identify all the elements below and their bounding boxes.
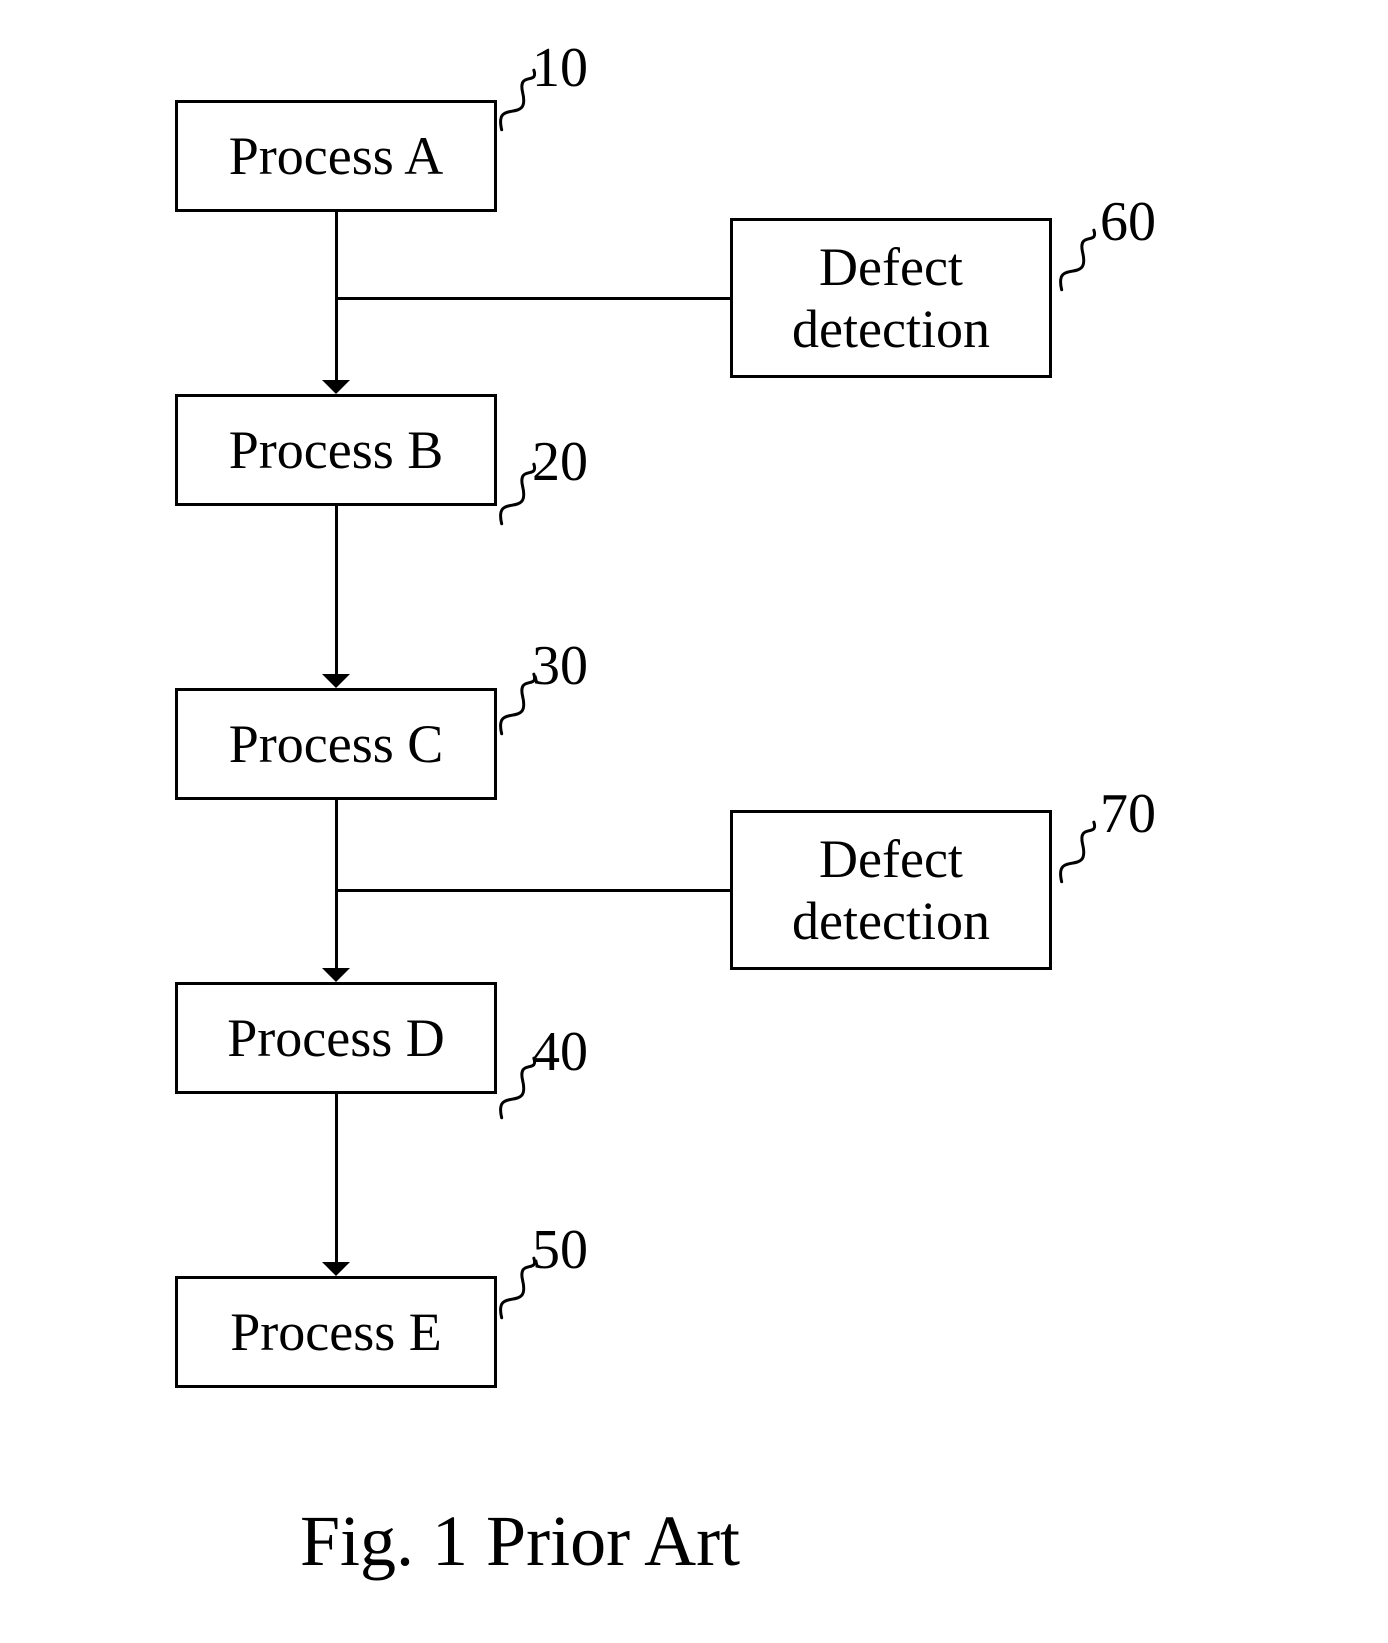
figure-caption: Fig. 1 Prior Art <box>300 1500 740 1583</box>
arrow-head-icon <box>322 968 350 982</box>
arrow-process_d-to-process_e <box>335 1094 338 1262</box>
arrow-head-icon <box>322 380 350 394</box>
node-label: Process A <box>229 125 444 187</box>
node-process-c: Process C <box>175 688 497 800</box>
branch-to-defect_60 <box>336 297 730 300</box>
flowchart-diagram: Process A Process B Process C Process D Proc… <box>0 0 1388 1643</box>
node-defect-70: Defect detection <box>730 810 1052 970</box>
arrow-head-icon <box>322 674 350 688</box>
node-label: Process D <box>227 1007 444 1069</box>
branch-to-defect_70 <box>336 889 730 892</box>
node-process-e: Process E <box>175 1276 497 1388</box>
arrow-head-icon <box>322 1262 350 1276</box>
arrow-process_b-to-process_c <box>335 506 338 674</box>
node-process-a: Process A <box>175 100 497 212</box>
node-label: Defect detection <box>792 828 990 952</box>
arrow-process_c-to-process_d <box>335 800 338 968</box>
node-process-d: Process D <box>175 982 497 1094</box>
node-label: Process C <box>229 713 444 775</box>
node-process-b: Process B <box>175 394 497 506</box>
node-label: Process B <box>229 419 444 481</box>
node-defect-60: Defect detection <box>730 218 1052 378</box>
node-label: Defect detection <box>792 236 990 360</box>
node-label: Process E <box>230 1301 441 1363</box>
